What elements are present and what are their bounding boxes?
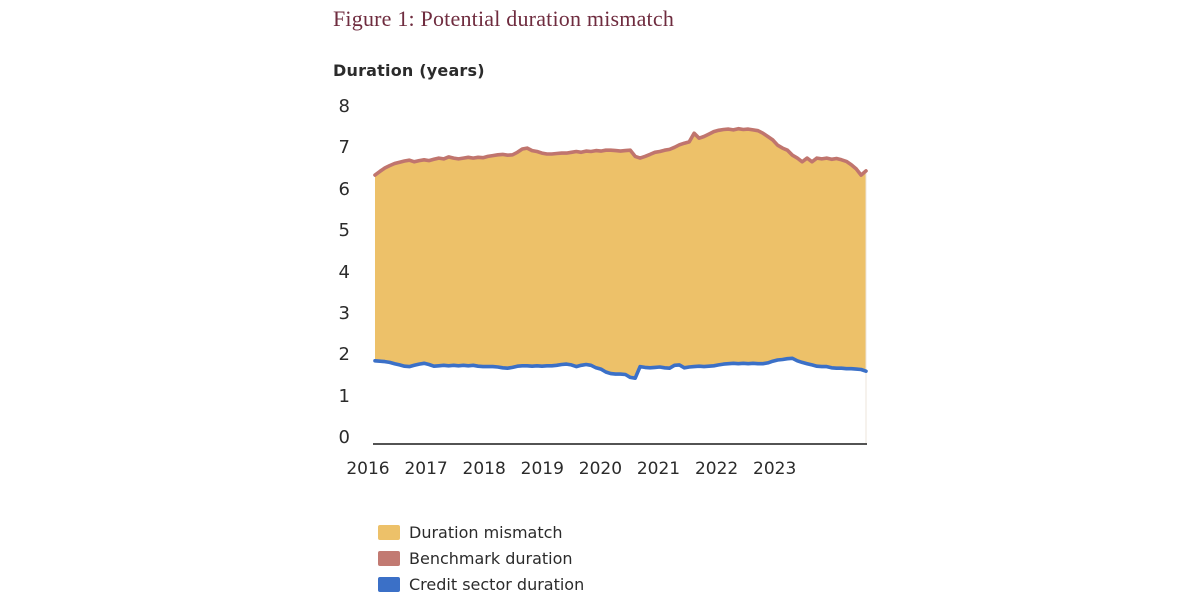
y-tick-label-6: 6 (338, 178, 350, 200)
y-tick-label-3: 3 (338, 302, 350, 324)
legend-item-credit-sector-duration: Credit sector duration (378, 571, 584, 597)
y-tick-label-7: 7 (338, 137, 350, 159)
y-tick-label-2: 2 (338, 344, 350, 366)
y-tick-label-8: 8 (338, 95, 350, 117)
benchmark-duration-swatch-icon (378, 550, 400, 566)
y-tick-label-0: 0 (338, 427, 350, 449)
figure-title: Figure 1: Potential duration mismatch (333, 6, 675, 31)
x-tick-label-2023: 2023 (753, 459, 797, 479)
x-tick-label-2020: 2020 (578, 459, 623, 479)
x-tick-label-2018: 2018 (462, 459, 506, 479)
x-tick-label-2021: 2021 (636, 459, 681, 479)
credit-sector-duration-swatch-icon (378, 576, 400, 592)
legend-label: Credit sector duration (409, 574, 585, 594)
y-axis-title: Duration (years) (333, 61, 485, 80)
chart-legend: Duration mismatch Benchmark duration Cre… (378, 519, 584, 597)
legend-item-duration-mismatch: Duration mismatch (378, 519, 584, 545)
credit-sector-duration-line (373, 356, 868, 380)
legend-label: Benchmark duration (409, 548, 573, 568)
y-tick-label-5: 5 (338, 220, 350, 242)
y-tick-label-4: 4 (338, 261, 350, 283)
duration-mismatch-area (375, 128, 866, 379)
legend-label: Duration mismatch (409, 522, 563, 542)
legend-item-benchmark-duration: Benchmark duration (378, 545, 584, 571)
y-tick-label-1: 1 (338, 385, 350, 407)
benchmark-duration-line (373, 126, 868, 177)
x-tick-label-2017: 2017 (404, 459, 448, 479)
x-tick-label-2016: 2016 (346, 459, 390, 479)
x-tick-label-2022: 2022 (694, 459, 739, 479)
x-tick-label-2019: 2019 (520, 459, 564, 479)
duration-mismatch-swatch-icon (378, 524, 400, 540)
